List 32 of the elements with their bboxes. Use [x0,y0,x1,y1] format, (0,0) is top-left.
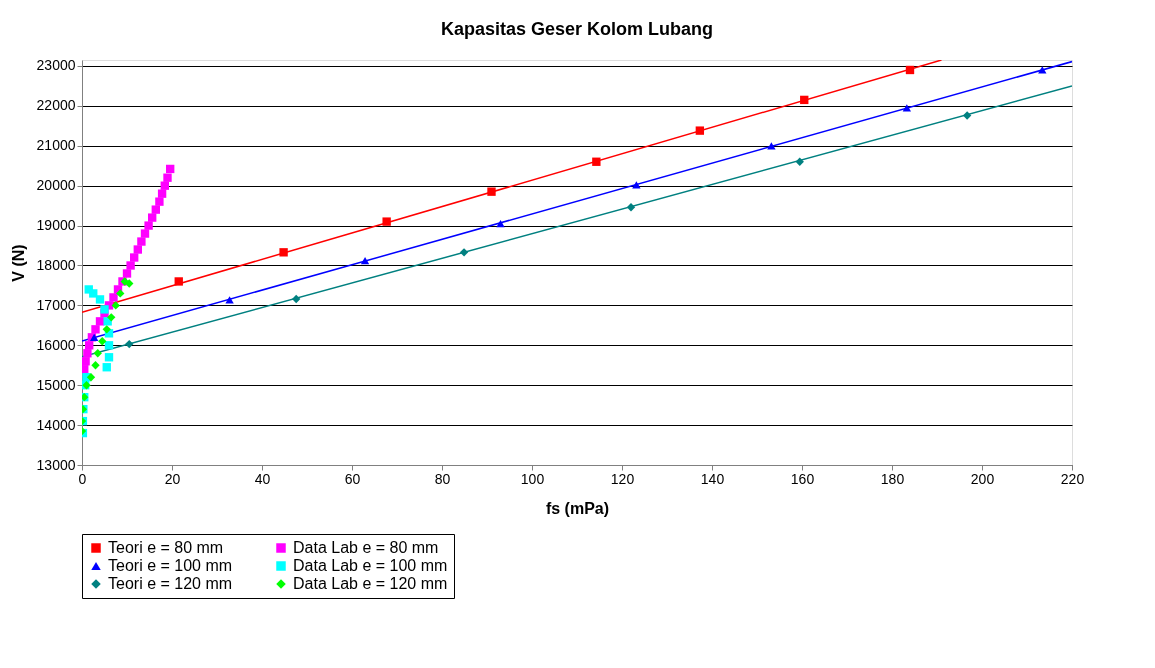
x-tick-label: 200 [970,470,995,487]
x-tick-label: 100 [520,470,545,487]
legend-label: Teori e = 80 mm [108,539,224,556]
y-tick-label: 22000 [36,97,76,114]
x-tick-label: 120 [610,470,635,487]
chart-title: Kapasitas Geser Kolom Lubang [440,18,714,39]
x-tick-label: 140 [700,470,725,487]
y-axis-title: V (N) [9,244,27,282]
y-tick-label: 17000 [36,296,76,313]
legend-label: Data Lab e = 80 mm [293,539,439,556]
legend-label: Teori e = 100 mm [108,557,233,574]
y-tick-label: 20000 [36,177,76,194]
y-tick-label: 13000 [36,456,76,473]
x-tick-label: 180 [880,470,905,487]
y-tick-label: 19000 [36,217,76,234]
y-tick-label: 15000 [36,376,76,393]
y-tick-label: 23000 [36,57,76,74]
x-tick-label: 220 [1060,470,1085,487]
legend-label: Data Lab e = 100 mm [293,557,448,574]
x-tick-label: 60 [344,470,361,487]
x-axis-title: fs (mPa) [545,499,610,517]
y-tick-label: 18000 [36,256,76,273]
y-tick-label: 21000 [36,137,76,154]
legend-label: Data Lab e = 120 mm [293,575,448,592]
y-tick-label: 16000 [36,336,76,353]
y-tick-label: 14000 [36,416,76,433]
x-tick-label: 40 [254,470,271,487]
x-tick-label: 160 [790,470,815,487]
x-tick-label: 0 [78,470,87,487]
x-tick-label: 20 [164,470,181,487]
legend-label: Teori e = 120 mm [108,575,233,592]
x-tick-label: 80 [434,470,451,487]
